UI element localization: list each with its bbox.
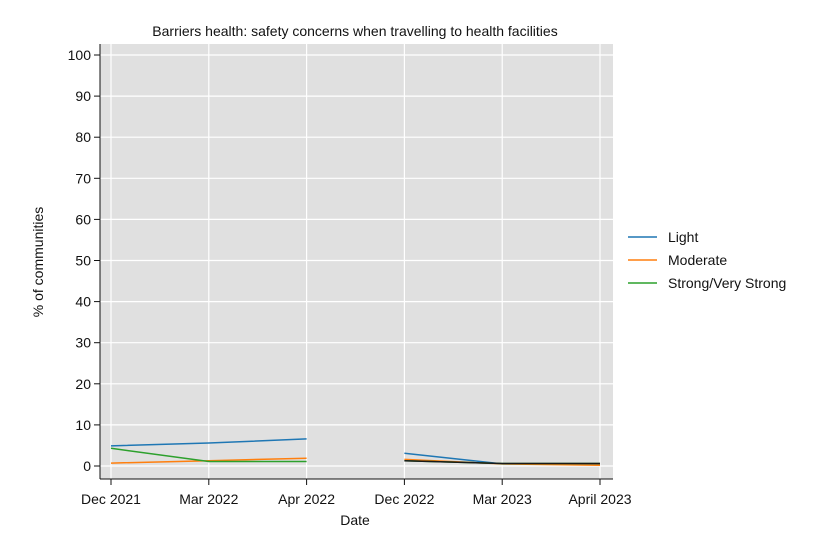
- y-tick-label: 80: [75, 129, 91, 145]
- y-tick-label: 20: [75, 376, 91, 392]
- x-axis: Dec 2021 Mar 2022 Apr 2022 Dec 2022 Mar 2023…: [81, 478, 632, 507]
- y-tick-label: 50: [75, 253, 91, 269]
- plot-area: [100, 44, 613, 479]
- x-tick-label: Mar 2022: [179, 491, 238, 507]
- y-tick-label: 10: [75, 417, 91, 433]
- x-tick-label: Dec 2021: [81, 491, 141, 507]
- y-tick-label: 100: [68, 47, 92, 63]
- legend-label-moderate: Moderate: [668, 252, 727, 268]
- y-tick-label: 70: [75, 170, 91, 186]
- y-tick-label: 30: [75, 335, 91, 351]
- y-axis-label: % of communities: [30, 207, 46, 317]
- x-tick-label: Mar 2023: [473, 491, 532, 507]
- x-tick-label: Dec 2022: [374, 491, 434, 507]
- x-tick-label: April 2023: [568, 491, 631, 507]
- y-tick-label: 0: [83, 458, 91, 474]
- series-line-overlay: [404, 459, 600, 465]
- x-axis-label: Date: [340, 512, 370, 528]
- gridlines: [100, 44, 613, 479]
- legend-label-light: Light: [668, 229, 698, 245]
- y-axis: 0 10 20 30 40 50 60 70 80 90 100: [68, 44, 101, 479]
- series-lines: [110, 438, 601, 466]
- series-line-moderate: [110, 457, 307, 464]
- y-tick-label: 40: [75, 294, 91, 310]
- y-tick-label: 90: [75, 88, 91, 104]
- x-tick-label: Apr 2022: [278, 491, 335, 507]
- y-tick-label: 60: [75, 211, 91, 227]
- series-line-light: [110, 438, 307, 447]
- legend-label-strong-very-strong: Strong/Very Strong: [668, 275, 786, 291]
- legend: Light Moderate Strong/Very Strong: [628, 229, 786, 291]
- series-line-strong-very-strong: [110, 447, 307, 463]
- chart-title: Barriers health: safety concerns when tr…: [152, 23, 557, 39]
